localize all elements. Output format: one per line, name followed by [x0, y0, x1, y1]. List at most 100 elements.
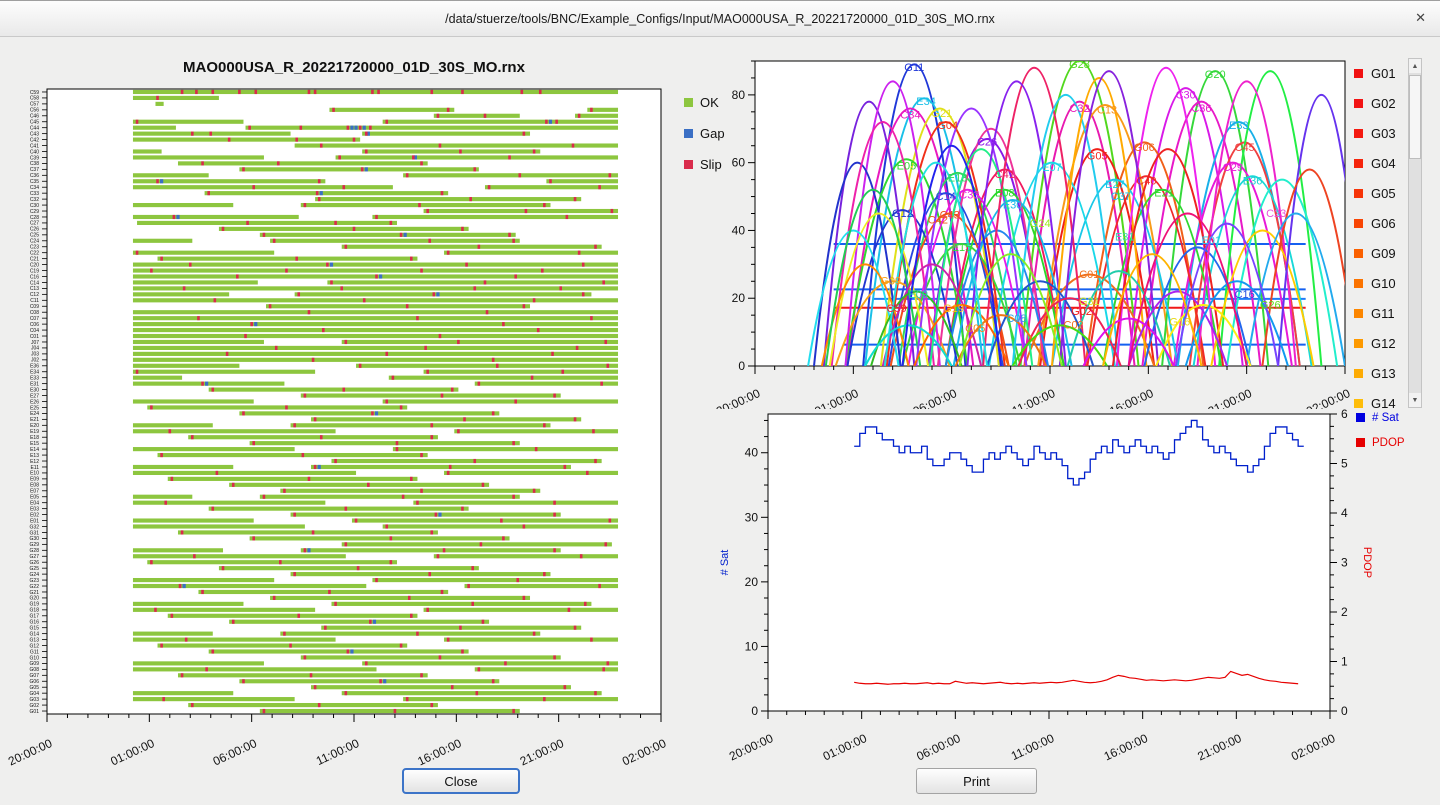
- svg-text:C05: C05: [965, 323, 985, 335]
- satellite-legend-label: G10: [1371, 275, 1396, 291]
- svg-text:G28: G28: [1069, 59, 1090, 71]
- satellite-legend-item: G03: [1354, 118, 1406, 148]
- svg-text:G28: G28: [30, 548, 40, 554]
- svg-text:C01: C01: [1079, 269, 1099, 281]
- svg-text:G20: G20: [30, 596, 40, 602]
- svg-text:C40: C40: [1136, 176, 1156, 188]
- legend-scroll-down-button[interactable]: ▼: [1409, 393, 1421, 407]
- svg-text:E36: E36: [1243, 176, 1263, 188]
- svg-text:G26: G26: [1260, 299, 1281, 311]
- pdop-swatch: [1356, 438, 1365, 447]
- svg-text:E05: E05: [897, 160, 917, 172]
- sat-pdop-chart: 0 10 20 30 40 0 1 2 3 4 5 6 20:00:00 01:00:00 06:00:00…: [719, 407, 1373, 764]
- legend-scroll-up-button[interactable]: ▲: [1409, 59, 1421, 73]
- satellite-legend-label: G13: [1371, 365, 1396, 381]
- svg-text:G14: G14: [30, 631, 40, 637]
- svg-text:C26: C26: [977, 137, 997, 149]
- svg-text:60: 60: [732, 156, 746, 170]
- svg-text:G24: G24: [1030, 218, 1051, 230]
- svg-text:E33: E33: [30, 375, 39, 381]
- svg-text:G27: G27: [30, 554, 40, 560]
- svg-text:G29: G29: [30, 542, 40, 548]
- slip-label: Slip: [700, 156, 722, 172]
- svg-text:G06: G06: [30, 679, 40, 685]
- satellite-legend-label: G12: [1371, 335, 1396, 351]
- svg-text:G05: G05: [1087, 150, 1108, 162]
- svg-text:C41: C41: [995, 169, 1015, 181]
- svg-text:21:00:00: 21:00:00: [1195, 731, 1244, 764]
- pdop-label: PDOP: [1372, 436, 1405, 449]
- print-button[interactable]: Print: [916, 768, 1037, 794]
- svg-text:C07: C07: [30, 316, 39, 322]
- satellite-legend-label: G06: [1371, 215, 1396, 231]
- svg-text:C59: C59: [887, 303, 907, 315]
- legend-scrollbar-track[interactable]: ▲ ▼: [1408, 58, 1422, 408]
- svg-text:# Sat: # Sat: [719, 550, 731, 576]
- satellite-color-swatch: [1354, 308, 1363, 318]
- svg-text:C36: C36: [1191, 103, 1211, 115]
- svg-text:E33: E33: [1229, 120, 1249, 132]
- svg-text:C36: C36: [30, 173, 39, 179]
- svg-text:C32: C32: [1069, 103, 1089, 115]
- svg-text:C57: C57: [30, 102, 39, 108]
- svg-text:6: 6: [1341, 407, 1348, 421]
- svg-text:C59: C59: [30, 90, 39, 96]
- svg-text:E31: E31: [30, 381, 39, 387]
- svg-text:G10: G10: [30, 655, 40, 661]
- svg-text:C33: C33: [30, 191, 39, 197]
- satellite-legend-label: G09: [1371, 245, 1396, 261]
- satellite-color-swatch: [1354, 278, 1363, 288]
- svg-text:C38: C38: [30, 161, 39, 167]
- satellite-legend-item: G12: [1354, 328, 1406, 358]
- svg-text:C40: C40: [30, 149, 39, 155]
- svg-text:C26: C26: [30, 227, 39, 233]
- svg-text:30: 30: [745, 510, 759, 524]
- svg-text:E18: E18: [30, 435, 39, 441]
- satellite-legend-item: G11: [1354, 298, 1406, 328]
- svg-text:C14: C14: [30, 280, 39, 286]
- svg-text:2: 2: [1341, 605, 1348, 619]
- legend-scrollbar-thumb[interactable]: [1409, 75, 1421, 159]
- svg-text:1: 1: [1341, 655, 1348, 669]
- svg-text:3: 3: [1341, 556, 1348, 570]
- satellite-color-swatch: [1354, 368, 1363, 378]
- svg-text:G06: G06: [1134, 142, 1155, 154]
- svg-text:G12: G12: [30, 643, 40, 649]
- close-button[interactable]: Close: [402, 768, 520, 794]
- svg-text:E08: E08: [995, 188, 1015, 200]
- svg-text:C22: C22: [30, 250, 39, 256]
- svg-text:G30: G30: [30, 536, 40, 542]
- svg-text:21:00:00: 21:00:00: [518, 736, 567, 769]
- svg-text:C19: C19: [30, 268, 39, 274]
- availability-chart-title: MAO000USA_R_20221720000_01D_30S_MO.rnx: [183, 59, 525, 76]
- svg-text:E21: E21: [1154, 188, 1174, 200]
- svg-text:80: 80: [732, 88, 746, 102]
- slip-swatch: [684, 159, 693, 169]
- svg-text:C32: C32: [30, 197, 39, 203]
- svg-text:C23: C23: [1266, 208, 1286, 220]
- legend-item-ok: OK: [684, 91, 725, 113]
- svg-text:E09: E09: [908, 289, 928, 301]
- svg-text:C13: C13: [30, 286, 39, 292]
- satellite-legend-item: G10: [1354, 268, 1406, 298]
- svg-text:C45: C45: [30, 120, 39, 126]
- satellite-legend-item: G13: [1354, 358, 1406, 388]
- svg-text:01:00:00: 01:00:00: [108, 736, 157, 769]
- satellite-legend-item: G01: [1354, 58, 1406, 88]
- svg-text:E12: E12: [30, 459, 39, 465]
- satellite-legend-item: G02: [1354, 88, 1406, 118]
- svg-text:G04: G04: [937, 120, 958, 132]
- svg-text:02:00:00: 02:00:00: [620, 736, 669, 769]
- svg-text:G20: G20: [1205, 69, 1226, 81]
- svg-text:G15: G15: [30, 625, 40, 631]
- svg-text:C16: C16: [30, 274, 39, 280]
- svg-text:C13: C13: [1097, 105, 1117, 117]
- satellite-legend-item: G06: [1354, 208, 1406, 238]
- svg-text:16:00:00: 16:00:00: [415, 736, 464, 769]
- svg-text:C30: C30: [1176, 89, 1196, 101]
- window-close-button[interactable]: ✕: [1415, 10, 1426, 25]
- numsat-label: # Sat: [1372, 411, 1399, 424]
- svg-text:E24: E24: [30, 411, 39, 417]
- svg-text:G09: G09: [30, 661, 40, 667]
- svg-text:G21: G21: [30, 590, 40, 596]
